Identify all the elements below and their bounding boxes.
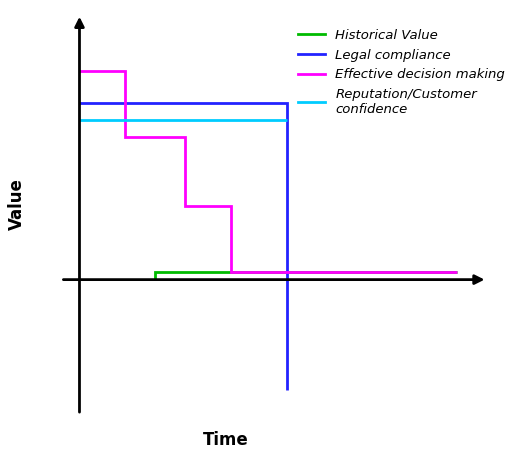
Effective decision making — [122, 68, 128, 73]
Text: Value: Value — [8, 178, 26, 230]
Effective decision making — [228, 270, 234, 275]
Text: Time: Time — [203, 431, 248, 449]
Line: Effective decision making: Effective decision making — [79, 70, 457, 272]
Historical Value — [454, 270, 460, 275]
Reputation/Customer
confidence — [76, 117, 82, 122]
Reputation/Customer
confidence — [284, 117, 290, 122]
Line: Historical Value: Historical Value — [155, 272, 457, 280]
Legal compliance — [76, 100, 82, 105]
Effective decision making — [228, 203, 234, 208]
Legend: Historical Value, Legal compliance, Effective decision making, Reputation/Custom: Historical Value, Legal compliance, Effe… — [293, 24, 505, 121]
Historical Value — [152, 277, 158, 282]
Effective decision making — [182, 134, 188, 140]
Effective decision making — [122, 134, 128, 140]
Effective decision making — [76, 68, 82, 73]
Effective decision making — [454, 270, 460, 275]
Legal compliance — [284, 100, 290, 105]
Line: Legal compliance: Legal compliance — [79, 102, 287, 390]
Legal compliance — [284, 387, 290, 393]
Effective decision making — [182, 203, 188, 208]
Historical Value — [152, 270, 158, 275]
